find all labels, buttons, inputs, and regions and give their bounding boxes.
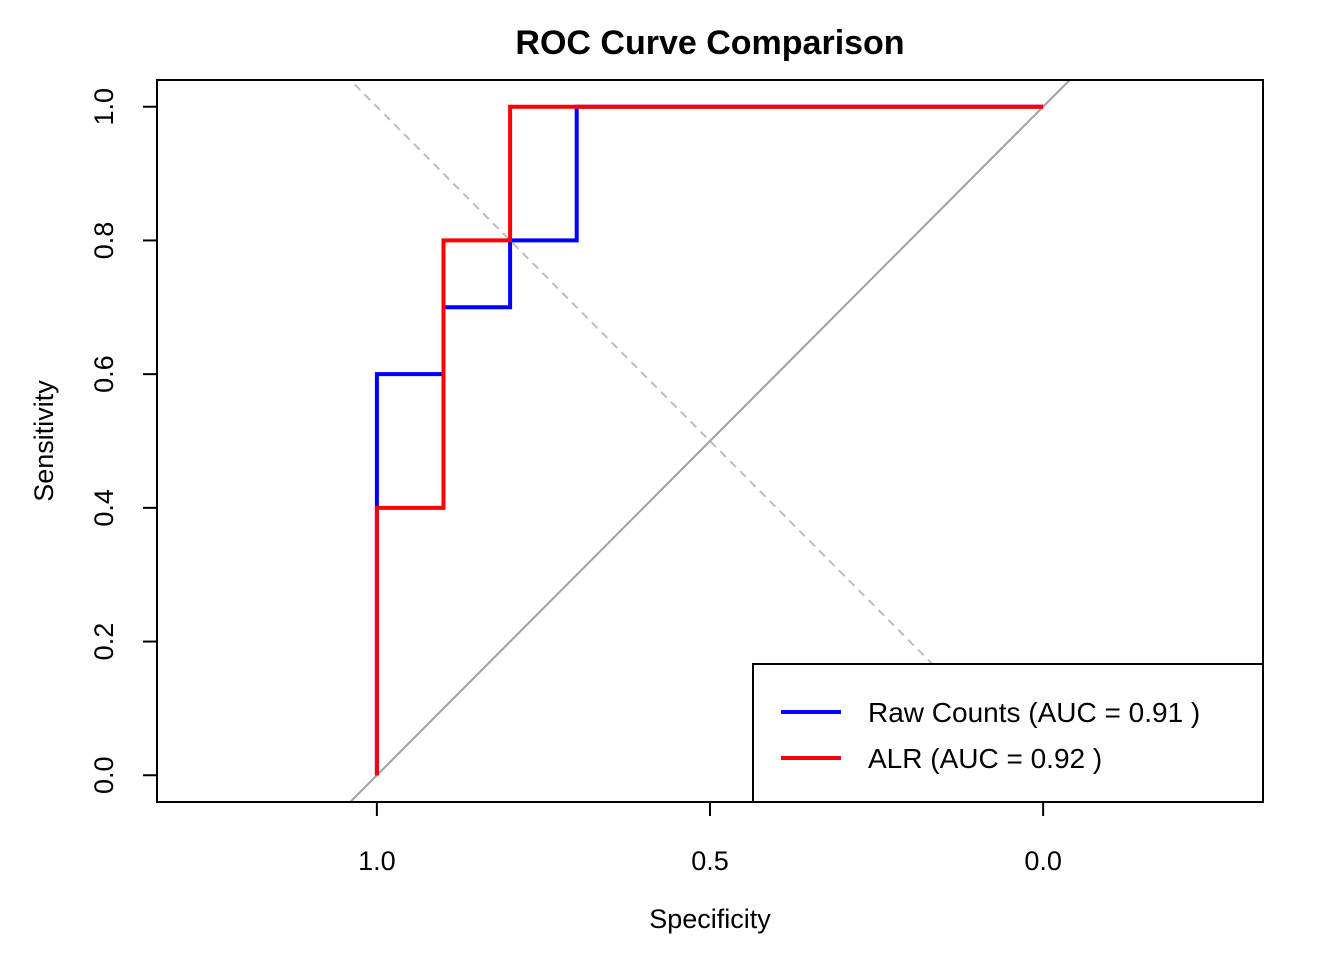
y-tick-label: 0.4 bbox=[89, 489, 119, 527]
chance-diagonal-line bbox=[348, 80, 1072, 802]
legend-box bbox=[752, 663, 1264, 803]
legend-entry-label: ALR (AUC = 0.92 ) bbox=[868, 743, 1102, 774]
x-tick-label: 0.5 bbox=[691, 846, 729, 876]
reference-lines bbox=[348, 80, 1072, 802]
x-tick-label: 1.0 bbox=[358, 846, 396, 876]
y-tick-label: 0.0 bbox=[89, 756, 119, 794]
x-axis: 1.0 0.5 0.0 bbox=[358, 801, 1062, 876]
x-tick-label: 0.0 bbox=[1024, 846, 1062, 876]
legend-entry-label: Raw Counts (AUC = 0.91 ) bbox=[868, 697, 1200, 728]
series-lines bbox=[374, 104, 1044, 776]
y-tick-label: 1.0 bbox=[89, 88, 119, 126]
series-line-raw-counts bbox=[374, 104, 1044, 776]
y-tick-label: 0.6 bbox=[89, 355, 119, 393]
y-axis-label: Sensitivity bbox=[29, 380, 59, 502]
legend: Raw Counts (AUC = 0.91 ) ALR (AUC = 0.92 … bbox=[752, 663, 1264, 803]
x-axis-label: Specificity bbox=[649, 904, 771, 934]
y-tick-label: 0.2 bbox=[89, 623, 119, 661]
y-tick-label: 0.8 bbox=[89, 222, 119, 260]
chart-title: ROC Curve Comparison bbox=[515, 24, 904, 62]
y-axis: 0.0 0.2 0.4 0.6 0.8 1.0 bbox=[89, 88, 157, 794]
series-line-alr bbox=[374, 104, 1044, 776]
